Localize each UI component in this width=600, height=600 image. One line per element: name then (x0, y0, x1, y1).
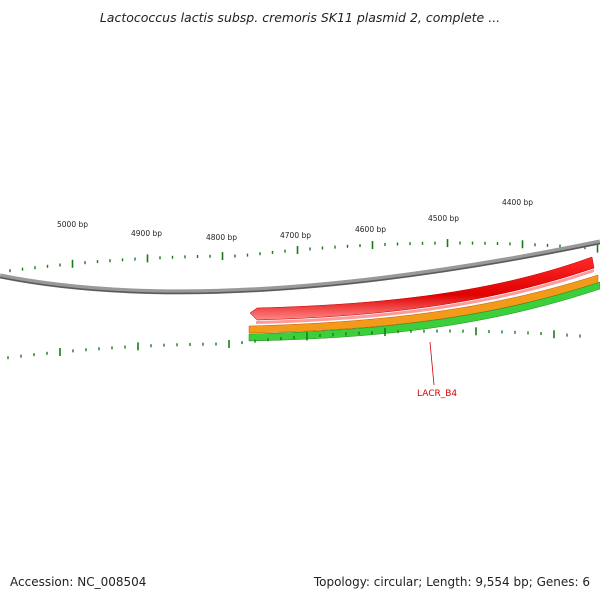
topology-info-text: Topology: circular; Length: 9,554 bp; Ge… (313, 575, 590, 589)
tick-label: 4900 bp (131, 229, 162, 238)
outer-tick-ring (9, 239, 599, 273)
tick-label: 4400 bp (502, 198, 533, 207)
accession-text: Accession: NC_008504 (10, 575, 147, 589)
gene-label[interactable]: LACR_B4 (417, 389, 457, 399)
tick-label: 5000 bp (57, 220, 88, 229)
tick-label: 4800 bp (206, 233, 237, 242)
backbone-circle (0, 239, 600, 295)
map-title: Lactococcus lactis subsp. cremoris SK11 … (99, 10, 501, 25)
gene-lacr-b4[interactable] (249, 256, 595, 324)
green-track (248, 281, 600, 342)
gene-arrow[interactable] (249, 256, 595, 321)
tick-label: 4700 bp (280, 231, 311, 240)
gene-label-pointer (429, 341, 435, 386)
inner-tick-ring (7, 327, 581, 360)
tick-label: 4500 bp (428, 214, 459, 223)
tick-label: 4600 bp (355, 225, 386, 234)
tick-labels: 4400 bp 4500 bp 4600 bp 4700 bp 4800 bp 4900 … (57, 198, 533, 242)
